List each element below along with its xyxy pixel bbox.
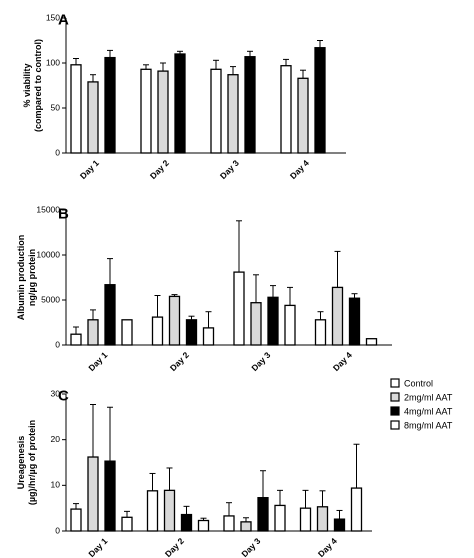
bar <box>140 68 152 154</box>
bar <box>365 338 378 346</box>
legend-swatch <box>390 420 400 430</box>
bar <box>70 508 82 532</box>
bar <box>168 295 181 346</box>
bar <box>202 327 215 346</box>
bar <box>314 47 326 154</box>
legend-label: 2mg/ml AAT <box>404 392 453 402</box>
x-tick-label: Day 1 <box>78 158 101 181</box>
bar <box>297 77 309 154</box>
panel-a: A 0 50 100 150 % viability (compared to contro… <box>22 11 346 181</box>
y-axis-label: ng/µg protein <box>27 249 37 306</box>
bar <box>240 521 252 532</box>
bar <box>223 515 235 532</box>
panel-b: B 0 5000 10000 15000 Albumin production ng/µg … <box>16 204 392 373</box>
x-tick-label: Day 1 <box>86 536 109 558</box>
bar <box>250 302 262 346</box>
panel-c: C 0 10 20 30 Ureagenesis (µg)/hr/µg of protein… <box>16 387 372 558</box>
bar <box>121 516 133 532</box>
bar <box>157 70 169 154</box>
y-tick-label: 150 <box>46 12 60 22</box>
bar <box>163 489 176 532</box>
bar <box>331 286 344 346</box>
y-tick-label: 50 <box>51 102 61 112</box>
y-tick-label: 100 <box>46 57 60 67</box>
bar <box>185 319 198 346</box>
x-tick-label: Day 2 <box>163 536 186 558</box>
bar <box>348 297 361 346</box>
bar <box>257 497 269 532</box>
y-tick-label: 0 <box>55 339 60 349</box>
legend-swatch <box>390 406 400 416</box>
bar <box>87 81 99 154</box>
y-tick-label: 10 <box>51 480 61 490</box>
y-axis-label: % viability <box>22 63 32 107</box>
panel-letter: B <box>58 205 69 222</box>
x-tick-label: Day 4 <box>288 158 311 181</box>
panel-letter: C <box>58 387 69 404</box>
x-tick-label: Day 3 <box>239 536 262 558</box>
bar <box>180 513 193 532</box>
x-tick-label: Day 2 <box>168 350 191 373</box>
bar <box>70 64 82 154</box>
x-tick-label: Day 4 <box>316 536 339 558</box>
bar <box>350 487 363 532</box>
bar <box>151 316 164 346</box>
bar <box>267 296 279 346</box>
legend-swatch <box>390 378 400 388</box>
panel-letter: A <box>58 11 69 28</box>
bar <box>333 518 346 532</box>
y-axis-label: Albumin production <box>16 235 26 321</box>
y-tick-label: 10000 <box>36 249 60 259</box>
x-tick-label: Day 2 <box>148 158 171 181</box>
y-tick-label: 15000 <box>36 204 60 214</box>
y-axis-label: (µg)/hr/µg of protein <box>27 420 37 505</box>
bar <box>314 319 327 346</box>
legend-label: Control <box>404 378 433 388</box>
bar <box>87 319 99 346</box>
bar <box>70 333 82 346</box>
bar <box>104 56 116 154</box>
x-tick-label: Day 1 <box>86 350 109 373</box>
bar <box>210 68 222 154</box>
legend-label: 4mg/ml AAT <box>404 406 453 416</box>
bar <box>104 460 116 532</box>
y-axis-label: Ureagenesis <box>16 436 26 490</box>
bar <box>174 53 186 154</box>
y-axis-label: (compared to control) <box>33 39 43 132</box>
y-tick-label: 20 <box>51 434 61 444</box>
legend-label: 8mg/ml AAT <box>404 420 453 430</box>
bar <box>233 271 245 346</box>
x-tick-label: Day 3 <box>218 158 241 181</box>
bar <box>274 504 286 532</box>
legend-swatch <box>390 392 400 402</box>
bar <box>146 490 159 532</box>
y-tick-label: 0 <box>55 147 60 157</box>
bar <box>299 507 312 532</box>
legend: Control 2mg/ml AAT 4mg/ml AAT 8mg/ml AAT <box>390 378 453 430</box>
bar <box>227 74 239 154</box>
bar <box>104 284 116 346</box>
bar <box>280 65 292 154</box>
y-tick-label: 30 <box>51 388 61 398</box>
y-tick-label: 0 <box>55 525 60 535</box>
bar <box>244 56 256 154</box>
y-tick-label: 5000 <box>41 294 60 304</box>
bar <box>197 519 210 532</box>
bar <box>87 456 99 532</box>
bar <box>316 506 329 532</box>
x-tick-label: Day 4 <box>331 350 354 373</box>
bar <box>284 304 296 346</box>
x-tick-label: Day 3 <box>249 350 272 373</box>
bar <box>121 319 133 346</box>
